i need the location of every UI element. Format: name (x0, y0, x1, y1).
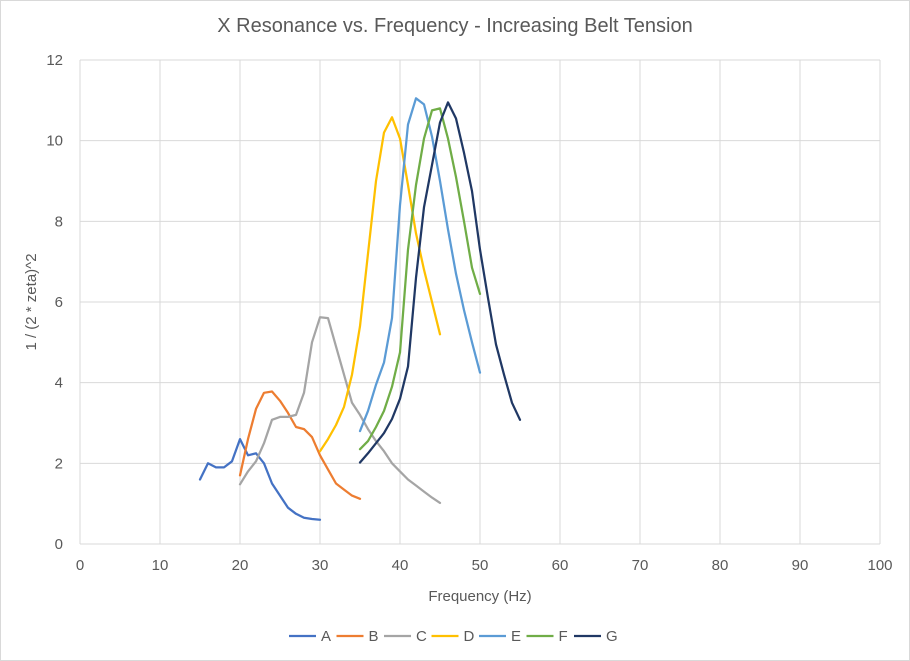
y-tick-label: 0 (55, 536, 63, 553)
y-tick-label: 4 (55, 375, 63, 392)
plot-series (198, 97, 522, 521)
legend-label: F (559, 628, 568, 645)
series-line-e (358, 97, 482, 433)
x-tick-label: 90 (792, 557, 809, 574)
y-tick-label: 8 (55, 213, 63, 230)
legend-label: B (369, 628, 379, 645)
series-line-b (238, 390, 362, 500)
legend-label: G (606, 628, 618, 645)
x-tick-label: 0 (76, 557, 84, 574)
x-tick-label: 100 (867, 557, 892, 574)
series-line-g (358, 101, 522, 464)
legend-item-b[interactable]: B (336, 628, 379, 645)
y-tick-label: 12 (46, 52, 63, 69)
x-tick-label: 50 (472, 557, 489, 574)
series-line-f (358, 107, 482, 451)
legend-item-c[interactable]: C (384, 628, 427, 645)
legend-label: A (321, 628, 331, 645)
y-tick-label: 2 (55, 455, 63, 472)
x-tick-label: 40 (392, 557, 409, 574)
x-tick-label: 20 (232, 557, 249, 574)
legend-label: D (464, 628, 475, 645)
x-tick-label: 80 (712, 557, 729, 574)
legend-label: E (511, 628, 521, 645)
x-tick-labels: 0 10 20 30 40 50 60 70 80 90 100 (76, 557, 893, 574)
gridlines (79, 59, 881, 545)
legend-item-e[interactable]: E (479, 628, 521, 645)
x-axis-title: Frequency (Hz) (428, 588, 531, 605)
legend-item-f[interactable]: F (526, 628, 568, 645)
series-line-d (318, 116, 442, 453)
legend[interactable]: A B C D E F G (289, 628, 618, 645)
x-tick-label: 10 (152, 557, 169, 574)
legend-label: C (416, 628, 427, 645)
x-tick-label: 30 (312, 557, 329, 574)
x-tick-label: 70 (632, 557, 649, 574)
chart-title: X Resonance vs. Frequency - Increasing B… (217, 15, 692, 37)
series-line-a (198, 437, 322, 521)
x-tick-label: 60 (552, 557, 569, 574)
y-tick-labels: 0 2 4 6 8 10 12 (46, 52, 63, 553)
legend-item-a[interactable]: A (289, 628, 331, 645)
y-tick-label: 10 (46, 133, 63, 150)
y-axis-title: 1 / (2 * zeta)^2 (23, 253, 40, 350)
legend-item-g[interactable]: G (574, 628, 618, 645)
legend-item-d[interactable]: D (431, 628, 475, 645)
series-line-c (238, 316, 442, 505)
y-tick-label: 6 (55, 294, 63, 311)
